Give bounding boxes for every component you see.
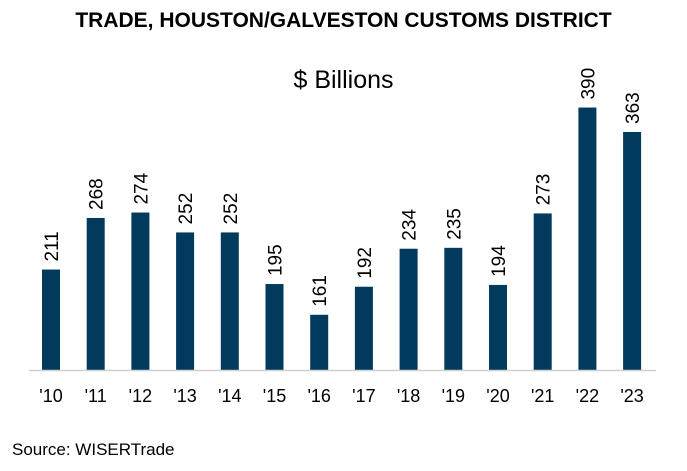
data-label: 273 [534,174,555,206]
x-tick-label: '17 [352,386,375,406]
x-tick-label: '10 [39,386,62,406]
data-label: 195 [266,244,287,276]
bar [176,232,195,370]
bar [533,213,552,370]
x-tick-label: '12 [129,386,152,406]
bar [265,284,284,370]
data-label: 274 [131,172,152,204]
x-tick-label: '13 [173,386,196,406]
x-tick-label: '14 [218,386,241,406]
data-label: 234 [400,209,421,241]
bar [131,212,150,370]
x-tick-label: '18 [397,386,420,406]
data-label: 194 [489,245,510,277]
x-tick-label: '19 [442,386,465,406]
data-label: 252 [221,193,242,225]
bar [578,107,597,371]
chart-title: TRADE, HOUSTON/GALVESTON CUSTOMS DISTRIC… [75,9,612,32]
bar [489,284,507,370]
data-label: 252 [176,193,197,225]
bar [220,232,239,370]
x-tick-label: '16 [307,386,330,406]
bar [623,131,642,370]
bar [42,269,60,370]
data-label: 161 [310,275,331,307]
data-label: 192 [355,247,376,279]
data-label: 268 [87,178,108,210]
data-label: 211 [42,231,63,261]
bar [354,286,373,370]
x-tick-label: '11 [85,386,107,406]
data-label: 390 [578,68,599,100]
bar [310,314,329,370]
x-tick-label: '20 [486,386,509,406]
x-tick-label: '22 [576,386,599,406]
bar [86,217,105,370]
data-label: 363 [623,92,644,124]
bar [444,247,463,370]
source-note: Source: WISERTrade [12,440,175,459]
chart-subtitle: $ Billions [293,66,394,94]
bar [399,248,418,370]
x-tick-label: '21 [531,386,554,406]
x-tick-label: '23 [620,386,643,406]
x-tick-label: '15 [263,386,286,406]
data-label: 235 [444,208,465,240]
